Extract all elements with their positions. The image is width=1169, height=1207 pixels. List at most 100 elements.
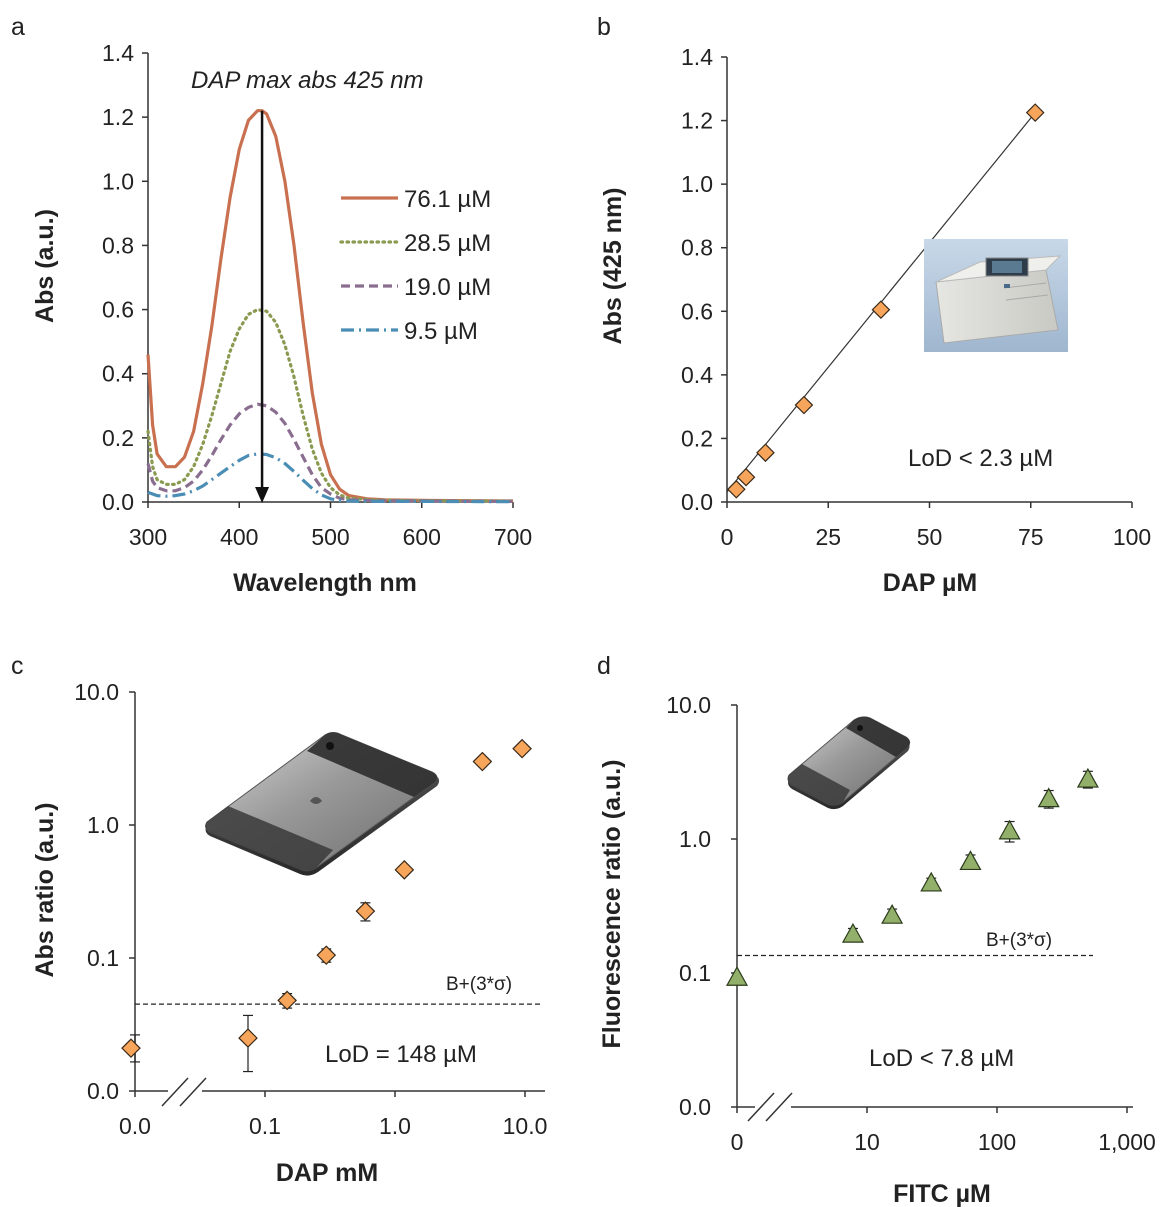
axis-break-c-2 bbox=[179, 1077, 207, 1107]
y-tick-label: 0.4 bbox=[681, 362, 713, 388]
panel-a: 0.0 0.2 0.4 0.6 0.8 1.0 1.2 1.4 300 400 500 600 700… bbox=[31, 40, 532, 597]
x-tick-label: 50 bbox=[917, 524, 943, 550]
y-tick-label: 0.2 bbox=[681, 425, 713, 451]
panel-b-x-label: DAP µM bbox=[883, 569, 978, 597]
threshold-label-c: B+(3*σ) bbox=[446, 974, 512, 995]
y-tick-label: 0.0 bbox=[102, 489, 134, 515]
smartphone-photo-c bbox=[205, 732, 440, 876]
x-tick-label: 10.0 bbox=[503, 1113, 548, 1139]
lod-annotation-c: LoD = 148 µM bbox=[325, 1041, 477, 1068]
data-point bbox=[121, 1038, 141, 1058]
data-point bbox=[871, 300, 891, 320]
y-tick-label: 1.2 bbox=[102, 104, 134, 130]
data-point bbox=[1025, 103, 1045, 122]
y-tick-label: 0.1 bbox=[679, 960, 711, 986]
x-tick-label: 700 bbox=[494, 524, 532, 550]
y-tick-label: 0.6 bbox=[681, 298, 713, 324]
x-tick-label: 1,000 bbox=[1098, 1129, 1156, 1155]
y-tick-label: 0.2 bbox=[102, 425, 134, 451]
data-point bbox=[736, 467, 756, 487]
peak-arrow-head bbox=[255, 487, 270, 503]
y-tick-label: 1.4 bbox=[102, 40, 134, 66]
y-tick-label: 1.0 bbox=[87, 812, 119, 838]
lod-annotation-b: LoD < 2.3 µM bbox=[908, 445, 1053, 472]
panel-b-points bbox=[726, 103, 1045, 499]
x-tick-label: 300 bbox=[129, 524, 167, 550]
panel-d-points bbox=[725, 767, 1099, 986]
data-point bbox=[316, 945, 337, 966]
x-tick-label: 0 bbox=[721, 524, 734, 550]
x-tick-label: 1.0 bbox=[379, 1113, 411, 1139]
y-tick-label: 0.6 bbox=[102, 297, 134, 323]
y-tick-label: 0.4 bbox=[102, 361, 134, 387]
data-point bbox=[1076, 767, 1099, 788]
data-point bbox=[277, 990, 297, 1011]
panel-letter-c: c bbox=[11, 652, 24, 680]
panel-b: 0.0 0.2 0.4 0.6 0.8 1.0 1.2 1.4 0 25 50 75 100 LoD … bbox=[599, 44, 1151, 597]
panel-d-y-ticks: 0.0 0.1 1.0 10.0 bbox=[666, 692, 737, 1120]
x-tick-label: 0 bbox=[731, 1129, 744, 1155]
series-line-3 bbox=[147, 452, 514, 504]
panel-a-legend: 76.1 µM 28.5 µM 19.0 µM 9.5 µM bbox=[339, 186, 491, 345]
panel-letter-d: d bbox=[597, 652, 611, 680]
panel-a-x-label: Wavelength nm bbox=[233, 569, 417, 597]
legend-label: 76.1 µM bbox=[404, 186, 491, 213]
panel-d: 0.0 0.1 1.0 10.0 0 10 100 1,000 B+(3*σ) LoD < … bbox=[598, 692, 1156, 1207]
data-point bbox=[881, 903, 904, 924]
x-tick-label: 75 bbox=[1018, 524, 1044, 550]
panel-a-x-ticks: 300 400 500 600 700 bbox=[129, 502, 532, 550]
data-point bbox=[794, 395, 814, 415]
spectrophotometer-photo bbox=[924, 239, 1068, 352]
panel-c-y-ticks: 0.0 0.1 1.0 10.0 bbox=[74, 679, 135, 1104]
lod-annotation-d: LoD < 7.8 µM bbox=[869, 1045, 1014, 1072]
x-tick-label: 500 bbox=[311, 524, 349, 550]
data-point bbox=[394, 860, 415, 880]
y-tick-label: 0.0 bbox=[679, 1094, 711, 1120]
series-line-0 bbox=[146, 109, 514, 503]
panel-c-x-label: DAP mM bbox=[276, 1159, 378, 1187]
y-tick-label: 0.0 bbox=[87, 1078, 119, 1104]
y-tick-label: 0.8 bbox=[102, 232, 134, 258]
panel-a-y-ticks: 0.0 0.2 0.4 0.6 0.8 1.0 1.2 1.4 bbox=[102, 40, 148, 515]
panel-b-y-ticks: 0.0 0.2 0.4 0.6 0.8 1.0 1.2 1.4 bbox=[681, 44, 727, 515]
y-tick-label: 0.0 bbox=[681, 489, 713, 515]
x-tick-label: 100 bbox=[978, 1129, 1016, 1155]
panel-c-x-ticks: 0.0 0.1 1.0 10.0 bbox=[119, 1091, 547, 1139]
axis-break-d-2 bbox=[765, 1092, 793, 1122]
panel-letter-b: b bbox=[597, 13, 611, 41]
axis-break-d-1 bbox=[747, 1092, 775, 1122]
panel-a-y-label: Abs (a.u.) bbox=[31, 209, 59, 323]
x-tick-label: 600 bbox=[403, 524, 441, 550]
data-point bbox=[959, 850, 982, 871]
panel-letter-a: a bbox=[11, 13, 25, 41]
legend-label: 9.5 µM bbox=[404, 318, 478, 345]
data-point bbox=[841, 922, 864, 943]
data-point bbox=[756, 443, 775, 463]
x-tick-label: 25 bbox=[815, 524, 841, 550]
y-tick-label: 10.0 bbox=[666, 692, 711, 718]
data-point bbox=[998, 819, 1021, 840]
series-line-2 bbox=[146, 402, 514, 503]
x-tick-label: 400 bbox=[220, 524, 258, 550]
y-tick-label: 10.0 bbox=[74, 679, 119, 705]
y-tick-label: 1.0 bbox=[679, 826, 711, 852]
legend-label: 19.0 µM bbox=[404, 274, 491, 301]
series-line-1 bbox=[146, 308, 515, 503]
panel-d-y-label: Fluorescence ratio (a.u.) bbox=[598, 760, 626, 1049]
data-point bbox=[355, 901, 376, 922]
x-tick-label: 100 bbox=[1113, 524, 1151, 550]
panel-b-x-ticks: 0 25 50 75 100 bbox=[721, 502, 1151, 550]
axis-break-c-1 bbox=[161, 1077, 189, 1107]
x-tick-label: 0.1 bbox=[249, 1113, 281, 1139]
panel-c-points bbox=[121, 738, 532, 1073]
panel-d-x-ticks: 0 10 100 1,000 bbox=[731, 1107, 1156, 1155]
data-point bbox=[238, 1028, 258, 1048]
peak-annotation: DAP max abs 425 nm bbox=[191, 67, 424, 94]
panel-a-series bbox=[146, 109, 515, 504]
y-tick-label: 1.0 bbox=[102, 168, 134, 194]
panel-c: 0.0 0.1 1.0 10.0 0.0 0.1 1.0 10.0 B+(3*σ) LoD … bbox=[31, 679, 547, 1187]
y-tick-label: 1.0 bbox=[681, 171, 713, 197]
panel-c-y-label: Abs ratio (a.u.) bbox=[31, 802, 59, 977]
data-point bbox=[725, 965, 749, 986]
y-tick-label: 1.4 bbox=[681, 44, 713, 70]
